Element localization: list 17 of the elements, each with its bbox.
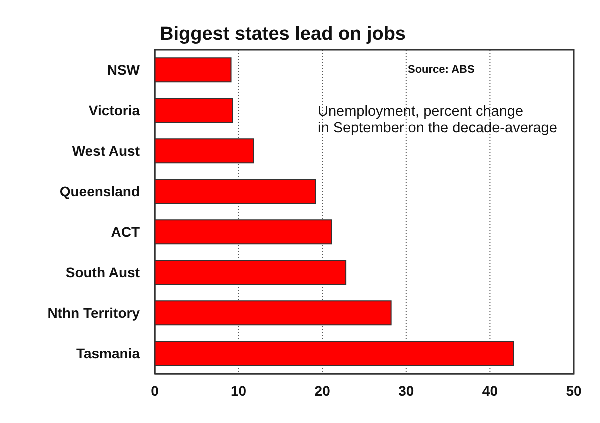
- y-tick-label: NSW: [107, 62, 141, 78]
- y-tick-label: West Aust: [72, 143, 140, 160]
- y-tick-label: Nthn Territory: [48, 305, 140, 322]
- x-tick-label: 40: [482, 382, 498, 399]
- y-tick-label: Tasmania: [76, 346, 140, 362]
- y-tick-label: Victoria: [88, 102, 140, 119]
- x-tick-label: 30: [398, 382, 414, 399]
- y-tick-label: ACT: [111, 224, 140, 240]
- x-tick-label: 10: [231, 382, 247, 399]
- y-tick-label: Queensland: [60, 184, 140, 200]
- x-tick-label: 50: [566, 382, 582, 399]
- x-tick-label: 0: [151, 382, 160, 399]
- annotation: Source: ABS: [408, 64, 475, 76]
- annotation: Unemployment, percent change in September on the decade-average: [318, 104, 558, 136]
- x-tick-label: 20: [314, 382, 331, 399]
- y-tick-label: South Aust: [66, 264, 140, 281]
- chart-title: Biggest states lead on jobs: [160, 24, 406, 45]
